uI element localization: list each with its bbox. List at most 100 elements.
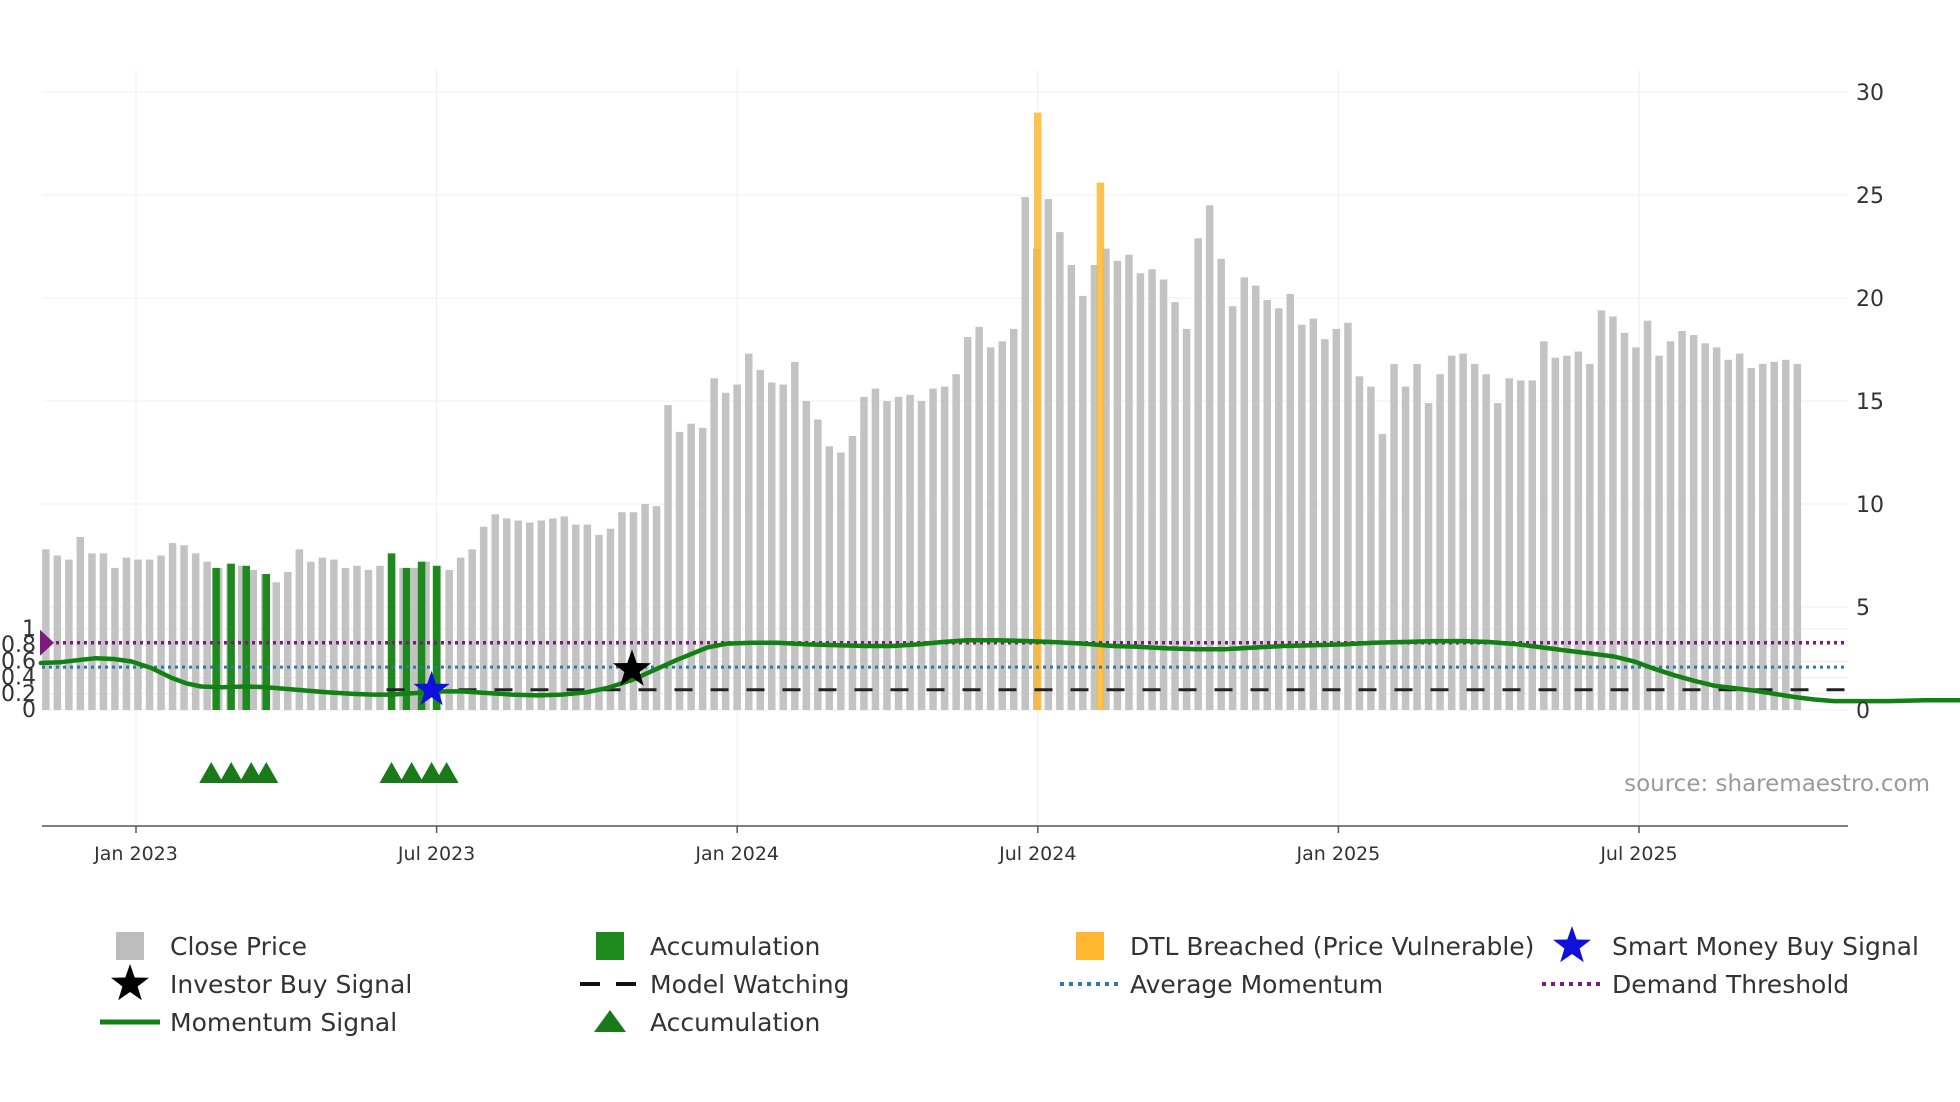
- legend-swatch: [1076, 932, 1104, 960]
- close-price-bar: [1044, 199, 1053, 710]
- accumulation-triangle: [379, 762, 404, 783]
- legend-item: Accumulation: [596, 932, 820, 961]
- close-price-bar: [1286, 293, 1294, 710]
- close-price-bar: [353, 565, 361, 710]
- close-price-bar: [1770, 361, 1778, 710]
- legend-item: Momentum Signal: [100, 1008, 397, 1037]
- accumulation-triangle: [254, 762, 279, 783]
- close-price-bar: [1551, 357, 1560, 710]
- close-price-bar: [1390, 363, 1398, 710]
- bars-layer: [42, 112, 1802, 711]
- close-price-bar: [284, 572, 292, 710]
- close-price-bar: [111, 567, 119, 710]
- close-price-bar: [1355, 376, 1364, 710]
- close-price-bar: [641, 504, 649, 710]
- close-price-bar: [1701, 343, 1709, 710]
- legend-swatch: [596, 932, 624, 960]
- close-price-bar: [1182, 328, 1191, 710]
- y-right-tick-label: 25: [1856, 184, 1884, 209]
- close-price-bar: [1171, 302, 1179, 710]
- accumulation-bar: [417, 561, 426, 710]
- close-price-bar: [940, 386, 949, 710]
- close-price-bar: [998, 341, 1006, 710]
- accumulation-bar: [402, 567, 411, 710]
- y-left-tick-label: 0.4: [1, 666, 36, 691]
- close-price-bar: [952, 374, 960, 710]
- x-tick-label: Jan 2025: [1296, 843, 1381, 865]
- y-right-tick-label: 30: [1856, 81, 1884, 106]
- accumulation-triangle: [199, 762, 224, 783]
- close-price-bar: [1632, 347, 1640, 710]
- close-price-bar: [1298, 324, 1306, 710]
- legend-star-icon: [1553, 926, 1591, 963]
- close-price-bar: [1712, 347, 1721, 710]
- close-price-bar: [1413, 363, 1421, 710]
- close-price-bar: [1424, 403, 1433, 710]
- x-tick-label: Jul 2024: [998, 843, 1076, 865]
- close-price-bar: [848, 436, 857, 710]
- close-price-bar: [191, 553, 200, 710]
- close-price-bar: [318, 557, 327, 710]
- close-price-bar: [410, 567, 419, 710]
- close-price-bar: [595, 534, 603, 710]
- close-price-bar: [1067, 265, 1076, 710]
- close-price-bar: [1609, 316, 1617, 710]
- close-price-bar: [42, 549, 50, 710]
- close-price-bar: [1205, 205, 1214, 711]
- accumulation-bar: [432, 565, 441, 710]
- close-price-bar: [1459, 353, 1467, 710]
- close-price-bar: [341, 567, 350, 710]
- dtl-breached-bar: [1034, 112, 1042, 711]
- close-price-bar: [1332, 328, 1341, 710]
- accumulation-triangle: [239, 762, 264, 783]
- close-price-bar: [1263, 300, 1271, 710]
- close-price-bar: [249, 569, 257, 710]
- y-left-tick-label: 0.8: [1, 633, 36, 658]
- close-price-bar: [583, 524, 592, 710]
- close-price-bar: [1540, 341, 1548, 710]
- x-tick-label: Jul 2025: [1599, 843, 1677, 865]
- close-price-bar: [1574, 351, 1583, 710]
- close-price-bar: [664, 405, 672, 710]
- close-price-bar: [295, 549, 304, 710]
- close-price-bar: [1666, 341, 1675, 710]
- accumulation-bar: [387, 553, 396, 710]
- close-price-bar: [1102, 248, 1110, 710]
- close-price-bar: [1505, 378, 1513, 710]
- close-price-bar: [1056, 232, 1064, 710]
- close-price-bar: [906, 394, 914, 710]
- close-price-bar: [756, 370, 764, 710]
- close-price-bar: [1620, 333, 1629, 710]
- close-price-bar: [560, 516, 569, 710]
- x-tick-label: Jan 2023: [93, 843, 178, 865]
- close-price-bar: [1793, 363, 1802, 710]
- close-price-bar: [445, 569, 453, 710]
- close-price-bar: [986, 347, 995, 710]
- close-price-bar: [376, 565, 384, 710]
- close-price-bar: [768, 382, 776, 710]
- accumulation-bar: [227, 563, 235, 710]
- close-price-bar: [1125, 254, 1133, 710]
- close-price-bar: [698, 427, 707, 710]
- y-left-tick-label: 0.6: [1, 649, 36, 674]
- close-price-bar: [791, 361, 799, 710]
- accumulation-bar: [242, 565, 250, 710]
- accumulation-bar: [212, 567, 220, 710]
- close-price-bar: [1643, 320, 1652, 710]
- legend-item: Investor Buy Signal: [111, 964, 412, 1001]
- legend-item: Close Price: [116, 932, 307, 961]
- legend-label: Close Price: [170, 932, 307, 961]
- close-price-bar: [537, 520, 546, 710]
- close-price-bar: [1482, 374, 1490, 710]
- close-price-bar: [1217, 258, 1225, 710]
- close-price-bar: [503, 518, 511, 710]
- legend-label: Accumulation: [650, 1008, 820, 1037]
- y-right-tick-label: 5: [1856, 596, 1870, 621]
- close-price-bar: [710, 378, 718, 710]
- close-price-bar: [675, 431, 684, 710]
- accumulation-triangle: [434, 762, 459, 783]
- close-price-bar: [606, 528, 615, 710]
- close-price-bar: [157, 555, 165, 710]
- close-price-bar: [1194, 238, 1202, 711]
- close-price-bar: [1528, 380, 1536, 710]
